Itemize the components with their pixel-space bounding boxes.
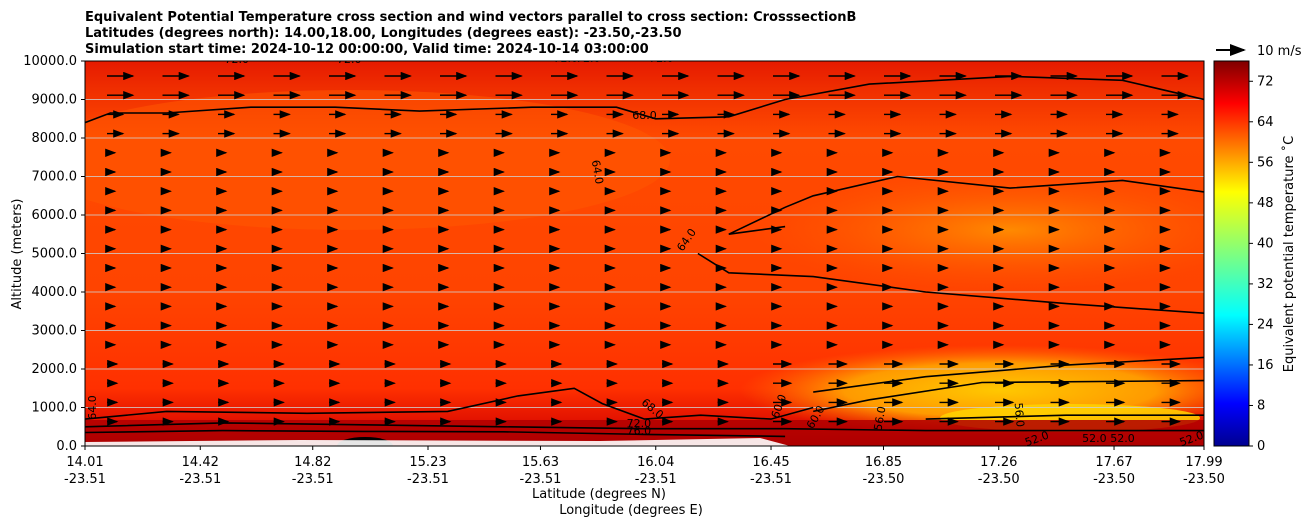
- x-tick-label-lat: 17.99: [1185, 455, 1222, 470]
- contour-label: 72.0: [554, 52, 579, 65]
- y-tick-label: 6000.0: [32, 208, 78, 223]
- y-axis-label: Altitude (meters): [10, 199, 25, 310]
- cool-region-mid: [750, 170, 1204, 290]
- x-tick-label-lat: 17.67: [1095, 455, 1132, 470]
- colorbar-gradient: [1213, 60, 1250, 447]
- title-line-2: Latitudes (degrees north): 14.00,18.00, …: [85, 26, 682, 41]
- colorbar-label: Equivalent potential temperature ˚C: [1281, 136, 1297, 372]
- contour-label: 72.0: [627, 417, 652, 430]
- x-tick-label-lat: 15.23: [409, 455, 446, 470]
- y-tick-label: 4000.0: [32, 285, 78, 300]
- x-tick-label-lat: 16.85: [865, 455, 902, 470]
- chart-title: Equivalent Potential Temperature cross s…: [85, 10, 856, 57]
- x-tick-label-lat: 16.45: [752, 455, 789, 470]
- colorbar-tick-label: 8: [1257, 398, 1265, 413]
- wind-key: 10 m/s: [1216, 44, 1302, 59]
- contour-label: 76.0: [627, 424, 652, 437]
- x-tick-label-lat: 14.01: [66, 455, 103, 470]
- y-tick-label: 3000.0: [32, 324, 78, 339]
- x-tick-label-lon: -23.51: [520, 472, 562, 487]
- contour-label: 68.0: [632, 109, 657, 122]
- contour-label: 72.0: [225, 53, 250, 66]
- surface-white-gap: [85, 438, 790, 446]
- colorbar-tick-label: 72: [1257, 74, 1274, 89]
- colorbar-tick-label: 16: [1257, 358, 1274, 373]
- contour-label: 72.0: [337, 53, 362, 66]
- colorbar: 0 8 16 24 32 40 48 56 64 72 Equivalent potential …: [1213, 60, 1297, 454]
- contour-label: 56.0: [872, 405, 889, 431]
- horizontal-gridlines: [85, 61, 1204, 446]
- x-tick-label-lat: 14.42: [182, 455, 219, 470]
- x-tick-label-lon: -23.51: [64, 472, 106, 487]
- contour-line: [85, 429, 786, 438]
- y-tick-label: 8000.0: [32, 131, 78, 146]
- x-tick-label-lon: -23.51: [179, 472, 221, 487]
- y-tick-label: 1000.0: [32, 401, 78, 416]
- wind-vectors: [105, 71, 1189, 426]
- x-tick-label-lon: -23.50: [1093, 472, 1135, 487]
- colorbar-tick-label: 56: [1257, 155, 1274, 170]
- contour-line: [85, 422, 1204, 432]
- contour-lines: [85, 75, 1204, 438]
- x-tick-label-lat: 14.82: [294, 455, 331, 470]
- x-tick-label-lon: -23.51: [635, 472, 677, 487]
- x-tick-label-lon: -23.50: [1183, 472, 1225, 487]
- contour-label: 72.0: [576, 52, 601, 65]
- x-tick-label-lat: 17.26: [980, 455, 1017, 470]
- colorbar-tick-label: 0: [1257, 439, 1265, 454]
- contour-line: [813, 356, 1204, 393]
- x-tick-label-lon: -23.50: [863, 472, 905, 487]
- x-tick-label-lat: 16.04: [637, 455, 674, 470]
- y-tick-label: 5000.0: [32, 247, 78, 262]
- wind-key-label: 10 m/s: [1257, 44, 1302, 59]
- warm-band-upper: [85, 90, 670, 230]
- contour-label: 52.0: [1110, 432, 1135, 445]
- x-tick-label-lon: -23.50: [978, 472, 1020, 487]
- contour-label: 52.0: [1082, 432, 1107, 445]
- y-tick-label: 10000.0: [23, 54, 77, 69]
- contour-label: 72.0: [649, 52, 674, 65]
- contour-label: 64.0: [589, 159, 606, 185]
- x-axis-label-latitude: Latitude (degrees N): [532, 487, 666, 502]
- colorbar-tick-label: 48: [1257, 196, 1274, 211]
- y-tick-label: 7000.0: [32, 170, 78, 185]
- contour-label: 56.0: [1012, 402, 1027, 428]
- y-tick-label: 0.0: [56, 439, 77, 454]
- colorbar-ticks: 0 8 16 24 32 40 48 56 64 72: [1249, 74, 1274, 454]
- x-tick-label-lon: -23.51: [407, 472, 449, 487]
- y-tick-label: 2000.0: [32, 362, 78, 377]
- y-tick-label: 9000.0: [32, 93, 78, 108]
- title-line-1: Equivalent Potential Temperature cross s…: [85, 10, 856, 25]
- x-tick-label-lon: -23.51: [292, 472, 334, 487]
- x-tick-label-lon: -23.51: [750, 472, 792, 487]
- contour-label: 64.0: [86, 395, 99, 420]
- y-axis: 0.0 1000.0 2000.0 3000.0 4000.0 5000.0 6000.0 7…: [23, 54, 85, 454]
- x-axis: 14.01 -23.51 14.42 -23.51 14.82 -23.51 15.23 -2…: [64, 446, 1225, 487]
- colorbar-tick-label: 24: [1257, 317, 1274, 332]
- contour-line: [728, 175, 1204, 235]
- colorbar-tick-label: 64: [1257, 115, 1274, 130]
- colorbar-tick-label: 32: [1257, 277, 1274, 292]
- colorbar-tick-label: 40: [1257, 236, 1274, 251]
- contour-line: [85, 387, 814, 420]
- plot-area: 72.0 72.0 72.068.064.064.068.072.076.060.0…: [85, 52, 1204, 446]
- title-line-3: Simulation start time: 2024-10-12 00:00:…: [85, 42, 649, 57]
- x-tick-label-lat: 15.63: [522, 455, 559, 470]
- contour-line: [925, 414, 1204, 420]
- x-axis-label-longitude: Longitude (degrees E): [559, 503, 703, 518]
